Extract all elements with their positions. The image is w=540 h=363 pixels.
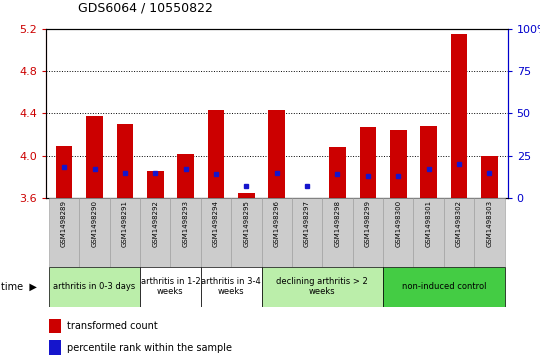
Bar	[231, 198, 261, 267]
Text: GSM1498293: GSM1498293	[183, 200, 188, 247]
Text: GSM1498302: GSM1498302	[456, 200, 462, 247]
Text: GSM1498297: GSM1498297	[304, 200, 310, 247]
Bar	[171, 198, 201, 267]
Bar	[79, 198, 110, 267]
Bar	[201, 198, 231, 267]
Text: GSM1498290: GSM1498290	[91, 200, 98, 247]
Text: declining arthritis > 2
weeks: declining arthritis > 2 weeks	[276, 277, 368, 297]
Text: GSM1498301: GSM1498301	[426, 200, 431, 247]
Text: GSM1498289: GSM1498289	[61, 200, 67, 247]
Bar	[292, 198, 322, 267]
Bar	[414, 198, 444, 267]
Text: GSM1498295: GSM1498295	[244, 200, 249, 247]
Text: GDS6064 / 10550822: GDS6064 / 10550822	[78, 1, 213, 15]
Bar	[86, 115, 103, 198]
Bar	[147, 171, 164, 198]
Bar	[451, 34, 467, 198]
Text: GSM1498294: GSM1498294	[213, 200, 219, 247]
Bar	[261, 267, 383, 307]
Bar	[329, 147, 346, 198]
Text: arthritis in 1-2
weeks: arthritis in 1-2 weeks	[140, 277, 200, 297]
Bar	[208, 110, 224, 198]
Bar	[49, 319, 61, 333]
Bar	[56, 146, 72, 198]
Text: GSM1498303: GSM1498303	[487, 200, 492, 247]
Bar	[49, 340, 61, 355]
Bar	[390, 130, 407, 198]
Bar	[49, 267, 140, 307]
Bar	[140, 267, 201, 307]
Bar	[117, 124, 133, 198]
Bar	[481, 156, 498, 198]
Bar	[474, 198, 504, 267]
Text: arthritis in 0-3 days: arthritis in 0-3 days	[53, 282, 136, 291]
Bar	[353, 198, 383, 267]
Bar	[110, 198, 140, 267]
Bar	[420, 126, 437, 198]
Text: transformed count: transformed count	[66, 321, 158, 331]
Text: GSM1498300: GSM1498300	[395, 200, 401, 247]
Bar	[261, 198, 292, 267]
Bar	[444, 198, 474, 267]
Bar	[140, 198, 171, 267]
Bar	[383, 198, 414, 267]
Bar	[383, 267, 504, 307]
Text: GSM1498291: GSM1498291	[122, 200, 128, 247]
Text: percentile rank within the sample: percentile rank within the sample	[66, 343, 232, 352]
Bar	[268, 110, 285, 198]
Text: arthritis in 3-4
weeks: arthritis in 3-4 weeks	[201, 277, 261, 297]
Bar	[49, 198, 79, 267]
Text: GSM1498299: GSM1498299	[365, 200, 371, 247]
Bar	[322, 198, 353, 267]
Text: GSM1498292: GSM1498292	[152, 200, 158, 247]
Text: GSM1498296: GSM1498296	[274, 200, 280, 247]
Bar	[177, 154, 194, 198]
Text: time  ▶: time ▶	[1, 282, 37, 292]
Bar	[360, 127, 376, 198]
Text: non-induced control: non-induced control	[402, 282, 486, 291]
Bar	[201, 267, 261, 307]
Bar	[238, 192, 255, 198]
Text: GSM1498298: GSM1498298	[334, 200, 341, 247]
